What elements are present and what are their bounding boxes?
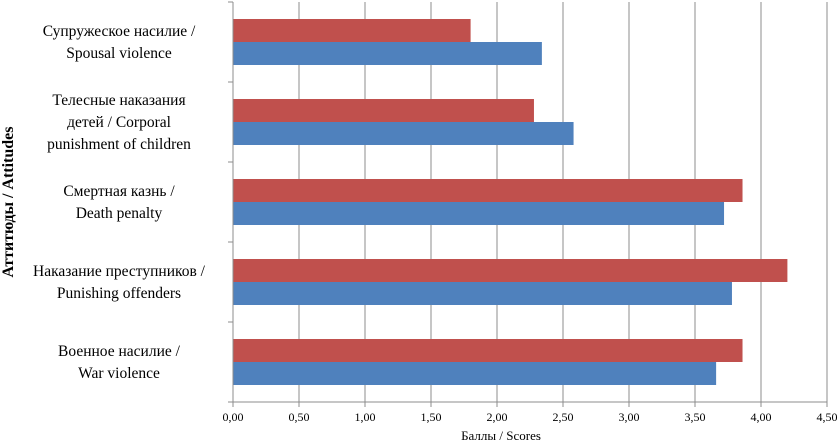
x-tick-label-0: 0,00	[223, 410, 244, 424]
category-label-1-line-0: Телесные наказания	[52, 92, 185, 109]
y-axis-title: Аттитюды / Attitudes	[0, 126, 17, 277]
category-label-0: Супружеское насилие / Spousal violence	[43, 23, 196, 62]
category-axis-ticks	[228, 1, 233, 403]
bar-series-blue-0	[233, 42, 542, 65]
axes	[232, 2, 827, 403]
category-label-4-line-0: Военное насилие /	[58, 343, 181, 360]
bar-series-blue-2	[233, 202, 725, 225]
x-axis-title: Баллы / Scores	[461, 428, 541, 443]
category-label-3-line-1: Punishing offenders	[57, 285, 181, 302]
category-label-4: Военное насилие / War violence	[58, 343, 181, 382]
x-tick-label-3: 1,50	[421, 410, 442, 424]
x-tick-label-4: 2,00	[487, 410, 508, 424]
category-label-1: Телесные наказания детей / Corporal punish…	[47, 92, 191, 153]
bar-series-blue-1	[233, 122, 574, 145]
value-axis-ticks: 0,00 0,50 1,00 1,50 2,00 2,50 3,00 3,50 4,00 4,50	[223, 402, 838, 424]
category-labels: Супружеское насилие / Spousal violence Тел…	[33, 23, 206, 382]
bars	[233, 19, 788, 385]
category-label-1-line-1: детей / Corporal	[67, 114, 171, 131]
bar-series-red-1	[233, 99, 534, 122]
category-label-3: Наказание преступников / Punishing offend…	[33, 263, 206, 302]
bar-series-red-3	[233, 259, 788, 282]
x-tick-label-1: 0,50	[289, 410, 310, 424]
category-label-3-line-0: Наказание преступников /	[33, 263, 206, 280]
x-tick-label-6: 3,00	[619, 410, 640, 424]
x-tick-label-9: 4,50	[817, 410, 838, 424]
category-label-1-line-2: punishment of children	[47, 136, 191, 153]
category-label-0-line-1: Spousal violence	[66, 45, 172, 62]
bar-series-blue-3	[233, 282, 732, 305]
category-label-2-line-1: Death penalty	[76, 205, 163, 222]
category-label-0-line-0: Супружеское насилие /	[43, 23, 196, 40]
x-tick-label-2: 1,00	[355, 410, 376, 424]
x-tick-label-7: 3,50	[685, 410, 706, 424]
category-label-2: Смертная казнь / Death penalty	[63, 183, 175, 222]
bar-series-blue-4	[233, 362, 717, 385]
x-tick-label-8: 4,00	[751, 410, 772, 424]
bar-series-red-2	[233, 179, 743, 202]
bar-series-red-0	[233, 19, 471, 42]
category-label-2-line-0: Смертная казнь /	[63, 183, 175, 200]
bar-series-red-4	[233, 339, 743, 362]
category-label-4-line-1: War violence	[78, 365, 160, 382]
x-tick-label-5: 2,50	[553, 410, 574, 424]
